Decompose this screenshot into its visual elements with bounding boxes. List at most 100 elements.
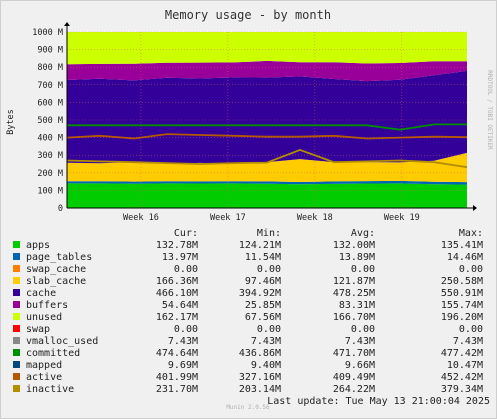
legend-series-name: mapped (26, 360, 62, 371)
legend-value-max: 250.58M (441, 276, 483, 287)
legend-swatch (13, 265, 20, 272)
legend-value-avg: 121.87M (333, 276, 375, 287)
y-axis-arrow (64, 22, 70, 26)
legend-row-apps: apps 132.78M 124.21M 132.00M 135.41M (13, 240, 483, 251)
area-unused (67, 32, 467, 65)
legend-value-cur: 401.99M (156, 372, 198, 383)
area-page-tables (67, 180, 467, 185)
legend-header: Avg: (351, 228, 375, 239)
legend-value-min: 25.85M (245, 300, 281, 311)
rrdtool-credit: RRDTOOL / TOBI OETIKER (486, 70, 493, 150)
legend-value-avg: 0.00 (351, 264, 375, 275)
x-tick-label: Week 19 (384, 213, 420, 223)
y-tick-label: 500 M (37, 116, 63, 126)
legend-value-min: 97.46M (245, 276, 281, 287)
legend-value-cur: 466.10M (156, 288, 198, 299)
legend-row-cache: cache 466.10M 394.92M 478.25M 550.91M (13, 288, 483, 299)
legend-value-max: 0.00 (459, 264, 483, 275)
legend-value-min: 0.00 (257, 324, 281, 335)
line-committed (67, 123, 467, 131)
legend-value-avg: 0.00 (351, 324, 375, 335)
y-tick-label: 600 M (37, 98, 63, 108)
legend-value-max: 550.91M (441, 288, 483, 299)
legend-value-cur: 231.70M (156, 384, 198, 395)
legend-value-cur: 54.64M (162, 300, 198, 311)
y-tick-label: 400 M (37, 134, 63, 144)
legend-series-name: cache (26, 288, 56, 299)
area-buffers (67, 60, 467, 82)
legend-series-name: buffers (26, 300, 68, 311)
legend-value-cur: 474.64M (156, 348, 198, 359)
legend-value-max: 196.20M (441, 312, 483, 323)
legend-swatch (13, 385, 20, 392)
legend-series-name: inactive (26, 384, 74, 395)
legend-row-vmalloc-used: vmalloc_used 7.43M 7.43M 7.43M 7.43M (13, 336, 483, 347)
legend-value-max: 14.46M (447, 252, 483, 263)
legend-series-name: swap (26, 324, 50, 335)
legend-value-avg: 264.22M (333, 384, 375, 395)
x-axis-arrow (473, 205, 477, 211)
x-tick-label: Week 16 (123, 213, 159, 223)
legend-value-max: 7.43M (453, 336, 483, 347)
legend-row-inactive: inactive 231.70M 203.14M 264.22M 379.34M (13, 384, 483, 395)
legend-swatch (13, 349, 20, 356)
legend-value-avg: 83.31M (339, 300, 375, 311)
legend-series-name: slab_cache (26, 276, 86, 287)
legend-row-swap: swap 0.00 0.00 0.00 0.00 (13, 324, 483, 335)
y-tick-label: 300 M (37, 151, 63, 161)
legend-swatch (13, 325, 20, 332)
legend-value-cur: 13.97M (162, 252, 198, 263)
legend-value-min: 124.21M (239, 240, 281, 251)
legend-header: Min: (257, 228, 281, 239)
area-cache (67, 70, 467, 164)
last-update: Last update: Tue May 13 21:00:04 2025 (267, 396, 490, 407)
legend-header: Cur: (174, 228, 198, 239)
legend-value-min: 327.16M (239, 372, 281, 383)
legend-value-max: 452.42M (441, 372, 483, 383)
plot-area (66, 32, 468, 208)
legend-value-cur: 9.69M (168, 360, 198, 371)
axes: 0 100 M 200 M 300 M 400 M 500 M 600 M 700 M 800 … (32, 22, 477, 223)
legend-value-min: 67.56M (245, 312, 281, 323)
munin-version: Munin 2.0.56 (226, 404, 270, 411)
legend-row-unused: unused 162.17M 67.56M 166.70M 196.20M (13, 312, 483, 323)
legend-row-page-tables: page_tables 13.97M 11.54M 13.89M 14.46M (13, 252, 483, 263)
legend-swatch (13, 313, 20, 320)
legend-row-mapped: mapped 9.69M 9.40M 9.66M 10.47M (13, 360, 483, 371)
legend-swatch (13, 301, 20, 308)
y-tick-label: 0 (58, 204, 63, 214)
y-tick-label: 1000 M (32, 28, 63, 38)
x-tick-label: Week 18 (297, 213, 333, 223)
y-tick-label: 900 M (37, 46, 63, 56)
legend-value-cur: 132.78M (156, 240, 198, 251)
legend-row-buffers: buffers 54.64M 25.85M 83.31M 155.74M (13, 300, 483, 311)
legend-series-name: committed (26, 348, 80, 359)
legend-value-min: 394.92M (239, 288, 281, 299)
legend-value-cur: 0.00 (174, 324, 198, 335)
legend-swatch (13, 253, 20, 260)
legend-row-swap-cache: swap_cache 0.00 0.00 0.00 0.00 (13, 264, 483, 275)
legend-value-max: 0.00 (459, 324, 483, 335)
legend-series-name: active (26, 372, 62, 383)
legend-value-avg: 9.66M (345, 360, 375, 371)
legend-value-min: 7.43M (251, 336, 281, 347)
legend-value-min: 203.14M (239, 384, 281, 395)
legend-series-name: apps (26, 240, 50, 251)
legend-swatch (13, 277, 20, 284)
area-apps (67, 183, 467, 208)
legend-series-name: unused (26, 312, 62, 323)
legend-value-avg: 409.49M (333, 372, 375, 383)
line-inactive (66, 148, 468, 169)
legend-value-avg: 166.70M (333, 312, 375, 323)
legend-series-name: vmalloc_used (26, 336, 98, 347)
legend-value-cur: 166.36M (156, 276, 198, 287)
legend-value-cur: 162.17M (156, 312, 198, 323)
legend-value-min: 9.40M (251, 360, 281, 371)
legend-series-name: swap_cache (26, 264, 86, 275)
y-axis-label: Bytes (6, 109, 16, 135)
legend-row-active: active 401.99M 327.16M 409.49M 452.42M (13, 372, 483, 383)
legend-value-max: 10.47M (447, 360, 483, 371)
legend-value-avg: 132.00M (333, 240, 375, 251)
